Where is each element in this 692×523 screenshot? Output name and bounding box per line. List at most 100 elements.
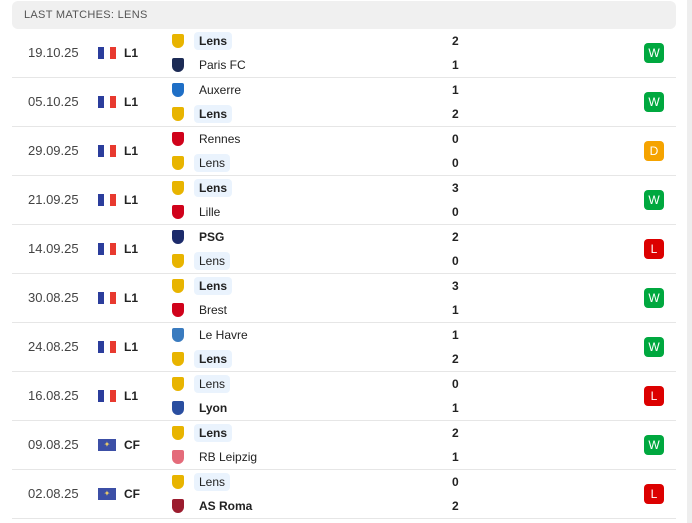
france-flag-icon bbox=[98, 47, 116, 59]
team-logo-icon bbox=[172, 230, 184, 244]
team-logo-icon bbox=[172, 107, 184, 121]
home-score: 1 bbox=[452, 328, 459, 342]
team-name: Lens bbox=[194, 350, 233, 368]
away-team: Brest bbox=[172, 301, 232, 319]
match-row[interactable]: 30.08.25 L1 Lens Brest 3 1 W bbox=[12, 274, 676, 323]
home-team: Lens bbox=[172, 179, 233, 197]
match-row[interactable]: 24.08.25 L1 Le Havre Lens 1 2 W bbox=[12, 323, 676, 372]
france-flag-icon bbox=[98, 390, 116, 402]
team-name: RB Leipzig bbox=[199, 450, 258, 464]
team-name: Lens bbox=[194, 179, 233, 197]
france-flag-icon bbox=[98, 96, 116, 108]
team-logo-icon bbox=[172, 401, 184, 415]
away-score: 2 bbox=[452, 107, 459, 121]
team-name: Lille bbox=[199, 205, 221, 219]
home-team: Lens bbox=[172, 473, 231, 491]
competition: L1 bbox=[124, 340, 139, 354]
team-logo-icon bbox=[172, 475, 184, 489]
match-row[interactable]: 05.10.25 L1 Auxerre Lens 1 2 W bbox=[12, 78, 676, 127]
team-name: AS Roma bbox=[199, 499, 253, 513]
team-name: Lens bbox=[194, 424, 233, 442]
competition: CF bbox=[124, 487, 140, 501]
result-badge: D bbox=[644, 141, 664, 161]
match-date: 09.08.25 bbox=[28, 437, 79, 452]
away-score: 1 bbox=[452, 450, 459, 464]
away-score: 1 bbox=[452, 401, 459, 415]
away-score: 2 bbox=[452, 499, 459, 513]
team-name: Paris FC bbox=[199, 58, 246, 72]
team-name: Lens bbox=[194, 154, 231, 172]
away-score: 0 bbox=[452, 156, 459, 170]
home-team: Le Havre bbox=[172, 326, 253, 344]
team-name: Brest bbox=[199, 303, 228, 317]
team-logo-icon bbox=[172, 328, 184, 342]
team-logo-icon bbox=[172, 156, 184, 170]
scrollbar[interactable] bbox=[687, 0, 692, 523]
team-logo-icon bbox=[172, 450, 184, 464]
match-row[interactable]: 21.09.25 L1 Lens Lille 3 0 W bbox=[12, 176, 676, 225]
match-date: 16.08.25 bbox=[28, 388, 79, 403]
section-header: LAST MATCHES: LENS bbox=[12, 1, 676, 29]
away-team: RB Leipzig bbox=[172, 448, 262, 466]
team-logo-icon bbox=[172, 303, 184, 317]
home-team: Lens bbox=[172, 32, 233, 50]
team-logo-icon bbox=[172, 279, 184, 293]
competition: L1 bbox=[124, 193, 139, 207]
team-name: Lens bbox=[194, 473, 231, 491]
team-name: Lens bbox=[194, 105, 233, 123]
match-row[interactable]: 29.09.25 L1 Rennes Lens 0 0 D bbox=[12, 127, 676, 176]
home-team: Rennes bbox=[172, 130, 245, 148]
away-score: 0 bbox=[452, 254, 459, 268]
france-flag-icon bbox=[98, 145, 116, 157]
home-score: 0 bbox=[452, 377, 459, 391]
competition: L1 bbox=[124, 46, 139, 60]
team-name: Rennes bbox=[199, 132, 241, 146]
home-score: 0 bbox=[452, 475, 459, 489]
team-logo-icon bbox=[172, 181, 184, 195]
result-badge: W bbox=[644, 435, 664, 455]
result-badge: W bbox=[644, 92, 664, 112]
team-name: Le Havre bbox=[199, 328, 248, 342]
away-team: Lens bbox=[172, 105, 233, 123]
team-name: Lens bbox=[194, 375, 231, 393]
team-logo-icon bbox=[172, 83, 184, 97]
home-team: Lens bbox=[172, 375, 231, 393]
match-row[interactable]: 19.10.25 L1 Lens Paris FC 2 1 W bbox=[12, 29, 676, 78]
match-row[interactable]: 09.08.25 ✦ CF Lens RB Leipzig 2 1 W bbox=[12, 421, 676, 470]
away-team: Paris FC bbox=[172, 56, 251, 74]
france-flag-icon bbox=[98, 243, 116, 255]
match-row[interactable]: 14.09.25 L1 PSG Lens 2 0 L bbox=[12, 225, 676, 274]
team-logo-icon bbox=[172, 426, 184, 440]
home-team: Lens bbox=[172, 277, 233, 295]
result-badge: L bbox=[644, 386, 664, 406]
match-date: 21.09.25 bbox=[28, 192, 79, 207]
competition: L1 bbox=[124, 291, 139, 305]
match-row[interactable]: 16.08.25 L1 Lens Lyon 0 1 L bbox=[12, 372, 676, 421]
home-score: 3 bbox=[452, 279, 459, 293]
team-logo-icon bbox=[172, 499, 184, 513]
team-logo-icon bbox=[172, 254, 184, 268]
home-score: 1 bbox=[452, 83, 459, 97]
away-score: 1 bbox=[452, 303, 459, 317]
match-date: 02.08.25 bbox=[28, 486, 79, 501]
team-logo-icon bbox=[172, 377, 184, 391]
home-score: 2 bbox=[452, 426, 459, 440]
world-flag-icon: ✦ bbox=[98, 439, 116, 451]
team-name: Lens bbox=[194, 277, 233, 295]
team-logo-icon bbox=[172, 205, 184, 219]
away-team: AS Roma bbox=[172, 497, 257, 515]
away-team: Lyon bbox=[172, 399, 232, 417]
home-score: 3 bbox=[452, 181, 459, 195]
team-logo-icon bbox=[172, 34, 184, 48]
france-flag-icon bbox=[98, 292, 116, 304]
result-badge: W bbox=[644, 190, 664, 210]
match-date: 05.10.25 bbox=[28, 94, 79, 109]
result-badge: L bbox=[644, 239, 664, 259]
match-row[interactable]: 02.08.25 ✦ CF Lens AS Roma 0 2 L bbox=[12, 470, 676, 519]
result-badge: W bbox=[644, 337, 664, 357]
match-date: 14.09.25 bbox=[28, 241, 79, 256]
match-date: 19.10.25 bbox=[28, 45, 79, 60]
match-date: 29.09.25 bbox=[28, 143, 79, 158]
france-flag-icon bbox=[98, 194, 116, 206]
team-name: PSG bbox=[199, 230, 225, 244]
